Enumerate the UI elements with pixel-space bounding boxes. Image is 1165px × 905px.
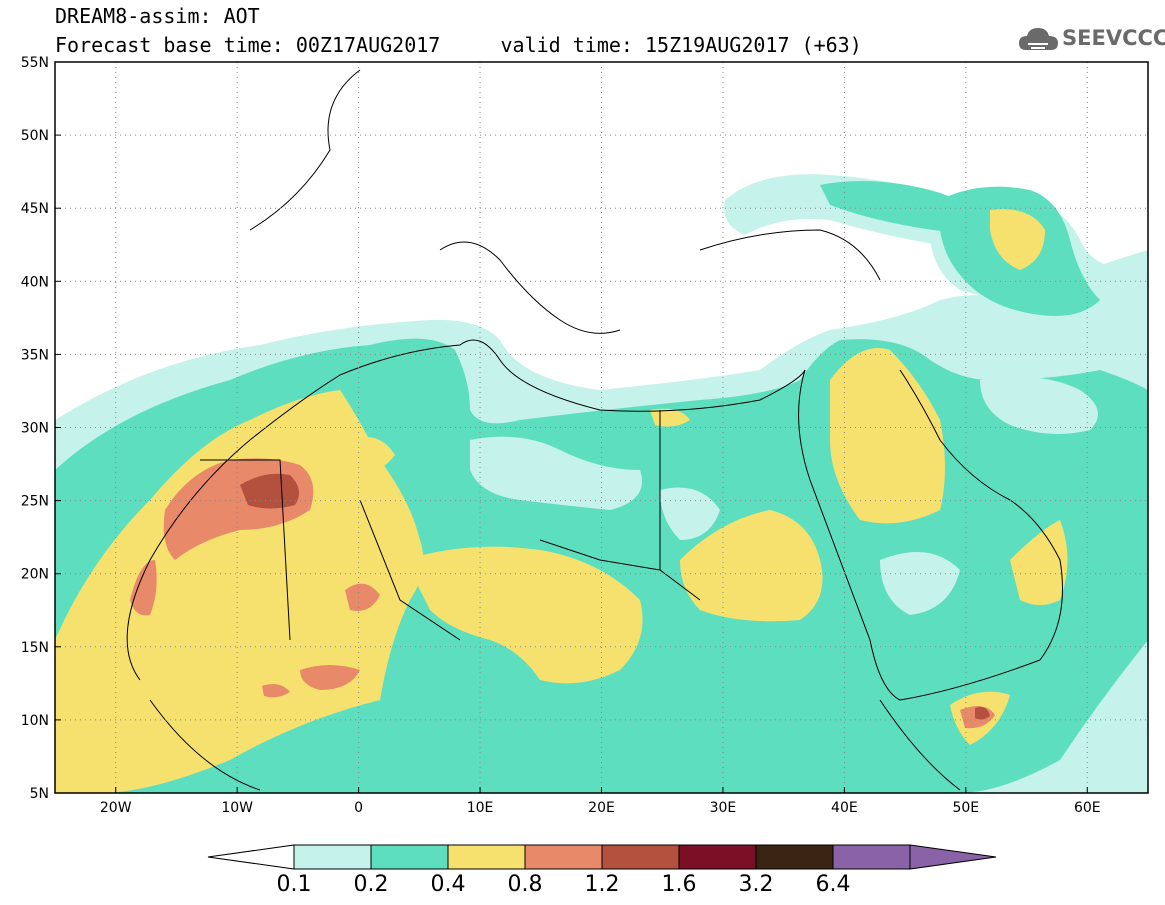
lon-tick-label: 60E: [1074, 800, 1101, 816]
lat-tick-label: 35N: [21, 347, 49, 363]
colorbar-label: 0.1: [277, 872, 312, 897]
lat-tick-label: 40N: [21, 274, 49, 290]
colorbar-over-triangle: [909, 844, 997, 870]
lat-tick-label: 45N: [21, 201, 49, 217]
lat-tick-label: 30N: [21, 421, 49, 437]
map-title: DREAM8-assim: AOT: [55, 4, 260, 28]
cloud-icon: [1019, 28, 1058, 50]
lat-tick-label: 10N: [21, 713, 49, 729]
brand-logo-text: SEEVCCC: [1062, 26, 1165, 50]
lat-tick-label: 5N: [30, 786, 49, 802]
lon-tick-label: 10E: [467, 800, 494, 816]
colorbar-under-triangle: [207, 844, 295, 870]
graticule: [55, 62, 1148, 793]
longitude-axis: 20W 10W 0 10E 20E 30E 40E 50E 60E: [100, 787, 1101, 816]
lon-tick-label: 0: [354, 800, 363, 816]
colorbar-box: [832, 844, 911, 870]
lon-tick-label: 50E: [952, 800, 979, 816]
lon-tick-label: 10W: [221, 800, 253, 816]
colorbar-box: [755, 844, 834, 870]
colorbar-label: 0.4: [431, 872, 466, 897]
lon-tick-label: 30E: [710, 800, 737, 816]
colorbar-box: [524, 844, 603, 870]
colorbar-label: 0.2: [354, 872, 389, 897]
colorbar-box: [293, 844, 372, 870]
lon-tick-label: 20W: [100, 800, 132, 816]
aot-band-0-4: [55, 209, 1068, 793]
colorbar-label: 1.2: [585, 872, 620, 897]
colorbar-label: 1.6: [662, 872, 697, 897]
forecast-time-label: Forecast base time: 00Z17AUG2017 valid t…: [55, 33, 862, 57]
lon-tick-label: 20E: [588, 800, 615, 816]
colorbar-label: 6.4: [816, 872, 851, 897]
lat-tick-label: 55N: [21, 55, 49, 71]
colorbar-box: [447, 844, 526, 870]
colorbar-label: 0.8: [508, 872, 543, 897]
colorbar-box: [601, 844, 680, 870]
lat-tick-label: 50N: [21, 128, 49, 144]
latitude-axis: 5N 10N 15N 20N 25N 30N 35N 40N 45N 50N 55N: [21, 55, 61, 802]
lat-tick-label: 20N: [21, 567, 49, 583]
lat-tick-label: 25N: [21, 494, 49, 510]
colorbar-label: 3.2: [739, 872, 774, 897]
lat-tick-label: 15N: [21, 640, 49, 656]
colorbar-box: [678, 844, 757, 870]
coastlines: [126, 69, 1063, 791]
colorbar-box: [370, 844, 449, 870]
colorbar: 0.1 0.2 0.4 0.8 1.2 1.6 3.2 6.4: [207, 844, 997, 897]
aot-band-1-2: [240, 473, 990, 720]
lon-tick-label: 40E: [831, 800, 858, 816]
